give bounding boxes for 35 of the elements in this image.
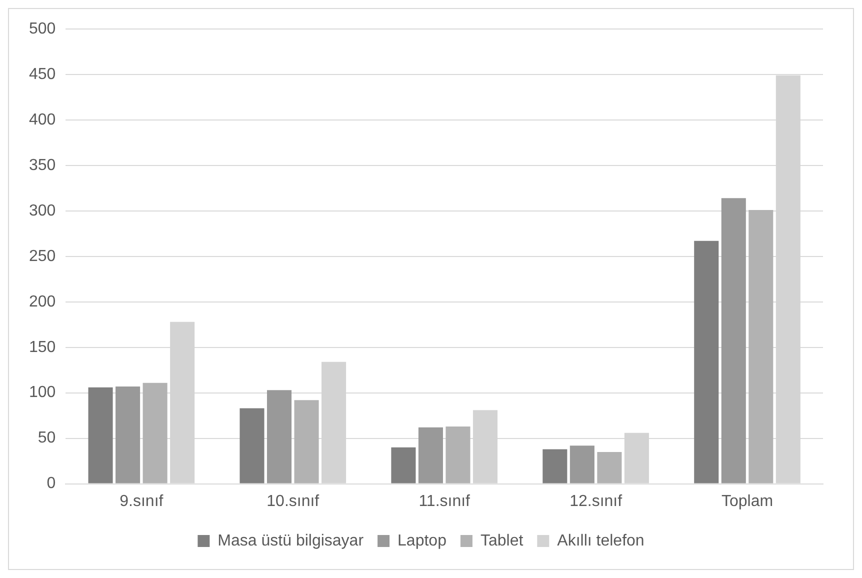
bar xyxy=(266,390,292,484)
bar xyxy=(542,449,568,484)
bar xyxy=(597,452,622,484)
x-tick-label: 9.sınıf xyxy=(120,492,164,510)
legend-label: Laptop xyxy=(398,532,447,550)
bar xyxy=(88,387,113,484)
y-tick-label: 500 xyxy=(28,20,56,38)
x-tick-label: 12.sınıf xyxy=(570,492,623,510)
bar xyxy=(694,240,719,484)
bar xyxy=(570,446,594,484)
bar xyxy=(142,382,168,484)
legend-label: Akıllı telefon xyxy=(557,532,644,550)
x-tick-label: 10.sınıf xyxy=(266,492,320,510)
bar xyxy=(721,198,746,484)
bar xyxy=(294,400,319,484)
bar xyxy=(116,386,140,484)
y-tick-label: 200 xyxy=(28,293,56,310)
bar xyxy=(418,427,443,484)
bar xyxy=(391,447,416,484)
legend-label: Tablet xyxy=(480,532,524,550)
x-tick-label: Toplam xyxy=(721,492,774,510)
legend-label: Masa üstü bilgisayar xyxy=(218,532,364,550)
y-tick-label: 400 xyxy=(28,111,56,128)
y-tick-label: 300 xyxy=(28,202,56,220)
y-tick-label: 100 xyxy=(28,384,56,402)
y-tick-label: 50 xyxy=(38,430,56,447)
bar xyxy=(446,426,470,484)
y-tick-label: 250 xyxy=(28,248,56,265)
x-tick-label: 11.sınıf xyxy=(418,492,471,510)
y-tick-label: 350 xyxy=(28,156,56,174)
y-tick-label: 150 xyxy=(28,338,56,356)
y-tick-label: 0 xyxy=(46,475,56,492)
bar xyxy=(748,210,774,484)
y-tick-label: 450 xyxy=(28,66,56,83)
bar xyxy=(240,408,264,484)
